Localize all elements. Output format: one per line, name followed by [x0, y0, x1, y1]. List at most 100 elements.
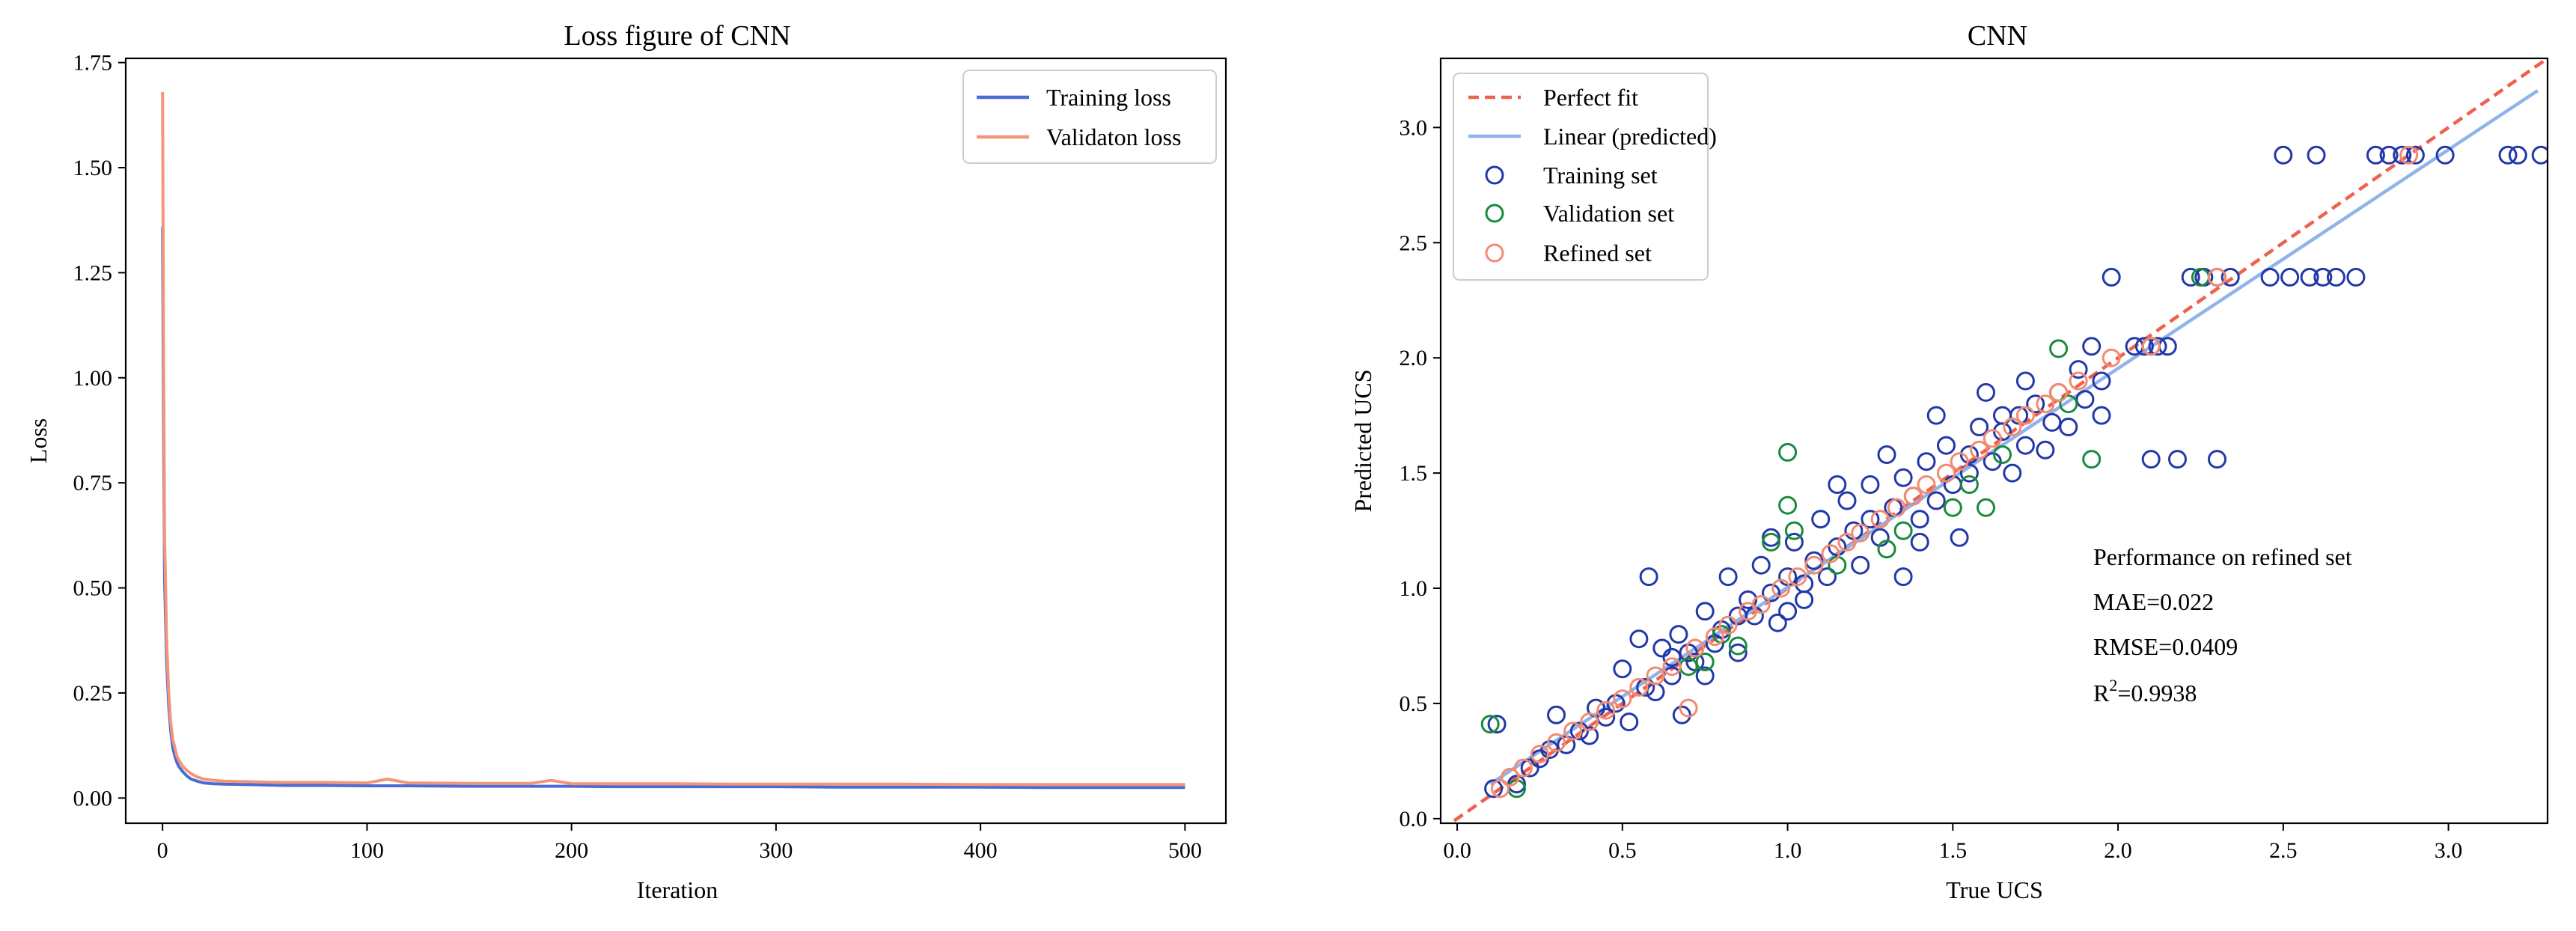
ucs-point-0: [2003, 463, 2022, 483]
ucs-point-0: [1861, 475, 1880, 494]
ucs-point-0: [2221, 267, 2240, 287]
ucs-point-2: [1662, 657, 1682, 677]
ucs-point-0: [2092, 406, 2111, 425]
loss-legend-label-validation: Validaton loss: [1046, 123, 1181, 150]
ucs-y-tick-label: 0.5: [1400, 692, 1428, 716]
ucs-point-0: [2260, 267, 2280, 287]
loss-y-tick-label: 1.75: [73, 51, 113, 76]
ucs-point-0: [2393, 145, 2412, 165]
loss-x-axis: 0 100 200 300 400 500: [157, 823, 1202, 863]
loss-x-label: Iteration: [637, 876, 718, 903]
annotation-heading: Performance on refined set: [2093, 543, 2352, 570]
ucs-point-0: [2141, 450, 2161, 469]
ucs-point-2: [1501, 767, 1520, 787]
ucs-point-0: [2366, 145, 2385, 165]
ucs-point-2: [1513, 758, 1533, 778]
ucs-point-2: [1771, 579, 1791, 598]
ucs-point-2: [2102, 348, 2121, 367]
annotation-r2-value: =0.9938: [2117, 680, 2197, 706]
ucs-point-2: [1646, 666, 1665, 686]
annotation-r2-prefix: R: [2093, 680, 2110, 706]
ucs-point-0: [2346, 267, 2366, 287]
ucs-point-0: [2069, 360, 2088, 379]
ucs-point-0: [1983, 452, 2002, 471]
ucs-point-0: [1795, 590, 1814, 609]
ucs-point-2: [1903, 486, 1923, 506]
ucs-point-0: [2313, 267, 2333, 287]
ucs-point-0: [1596, 707, 1616, 727]
ucs-point-2: [2015, 406, 2035, 425]
ucs-point-0: [1669, 625, 1688, 644]
ucs-point-0: [2148, 337, 2167, 356]
ucs-point-0: [2092, 371, 2111, 391]
ucs-x-tick-label: 3.0: [2435, 838, 2463, 863]
ucs-plot-frame: [1439, 57, 2549, 825]
ucs-point-0: [1636, 677, 1655, 697]
loss-x-tick-label: 100: [350, 838, 384, 863]
ucs-legend-marker-training: [1485, 165, 1504, 185]
ucs-point-2: [1547, 733, 1566, 752]
ucs-point-0: [1718, 567, 1738, 587]
ucs-point-2: [2049, 382, 2069, 402]
ucs-legend-box: [1453, 73, 1709, 281]
ucs-point-0: [1959, 445, 1979, 464]
loss-x-tick-label: 0: [157, 838, 168, 863]
ucs-point-0: [2208, 450, 2226, 469]
ucs-point-0: [1778, 602, 1798, 621]
loss-series-line-1: [161, 91, 1185, 787]
ucs-point-0: [1893, 468, 1913, 487]
ucs-point-2: [1821, 544, 1840, 564]
ucs-point-1: [1728, 636, 1748, 656]
ucs-point-0: [1547, 705, 1566, 724]
ucs-point-1: [2082, 450, 2102, 469]
ucs-point-0: [1484, 779, 1504, 799]
ucs-y-tick-label: 3.0: [1400, 115, 1428, 140]
ucs-point-0: [2326, 267, 2345, 287]
ucs-point-2: [1851, 523, 1870, 543]
ucs-point-1: [1893, 521, 1913, 540]
ucs-point-1: [1695, 653, 1715, 671]
ucs-point-0: [2405, 145, 2425, 165]
ucs-point-0: [2015, 371, 2035, 391]
loss-legend: Training loss Validaton loss: [962, 70, 1217, 164]
ucs-legend-label-perfect-fit: Perfect fit: [1543, 84, 1638, 111]
ucs-legend-marker-validation: [1485, 204, 1504, 223]
ucs-point-0: [1910, 510, 1929, 529]
ucs-point-0: [2026, 394, 2045, 414]
ucs-point-2: [1563, 721, 1583, 741]
ucs-point-2: [1718, 615, 1738, 635]
loss-legend-box: [962, 70, 1217, 164]
ucs-point-0: [1804, 551, 1824, 570]
ucs-point-0: [1762, 583, 1780, 602]
ucs-point-0: [1540, 740, 1560, 759]
ucs-x-label: True UCS: [1946, 876, 2043, 903]
ucs-point-2: [1629, 677, 1649, 697]
ucs-legend-label-training: Training set: [1543, 162, 1658, 189]
ucs-point-0: [2015, 436, 2035, 455]
ucs-points: [1480, 145, 2548, 799]
ucs-point-0: [1917, 452, 1936, 471]
ucs-point-0: [2307, 145, 2326, 165]
ucs-point-0: [1629, 629, 1649, 649]
ucs-point-1: [1877, 540, 1896, 559]
ucs-point-0: [1926, 491, 1946, 510]
ucs-point-0: [1877, 445, 1896, 464]
ucs-point-1: [1778, 495, 1798, 515]
ucs-point-2: [1491, 779, 1510, 799]
ucs-point-2: [2036, 394, 2055, 414]
ucs-point-0: [1910, 532, 1929, 552]
ucs-point-0: [1851, 555, 1870, 575]
ucs-point-2: [1837, 532, 1857, 552]
loss-chart-title: Loss figure of CNN: [564, 20, 791, 52]
ucs-point-0: [2134, 337, 2154, 356]
loss-y-tick-label: 0.50: [73, 576, 113, 601]
ucs-point-0: [1639, 567, 1658, 587]
ucs-point-0: [1695, 602, 1715, 621]
ucs-point-2: [2399, 145, 2419, 165]
ucs-point-0: [2435, 145, 2455, 165]
ucs-point-1: [1784, 521, 1804, 540]
ucs-point-0: [2082, 337, 2102, 356]
loss-legend-label-training: Training loss: [1046, 84, 1171, 111]
ucs-line-0: [1447, 58, 2548, 823]
annotation-mae: MAE=0.022: [2093, 588, 2214, 615]
